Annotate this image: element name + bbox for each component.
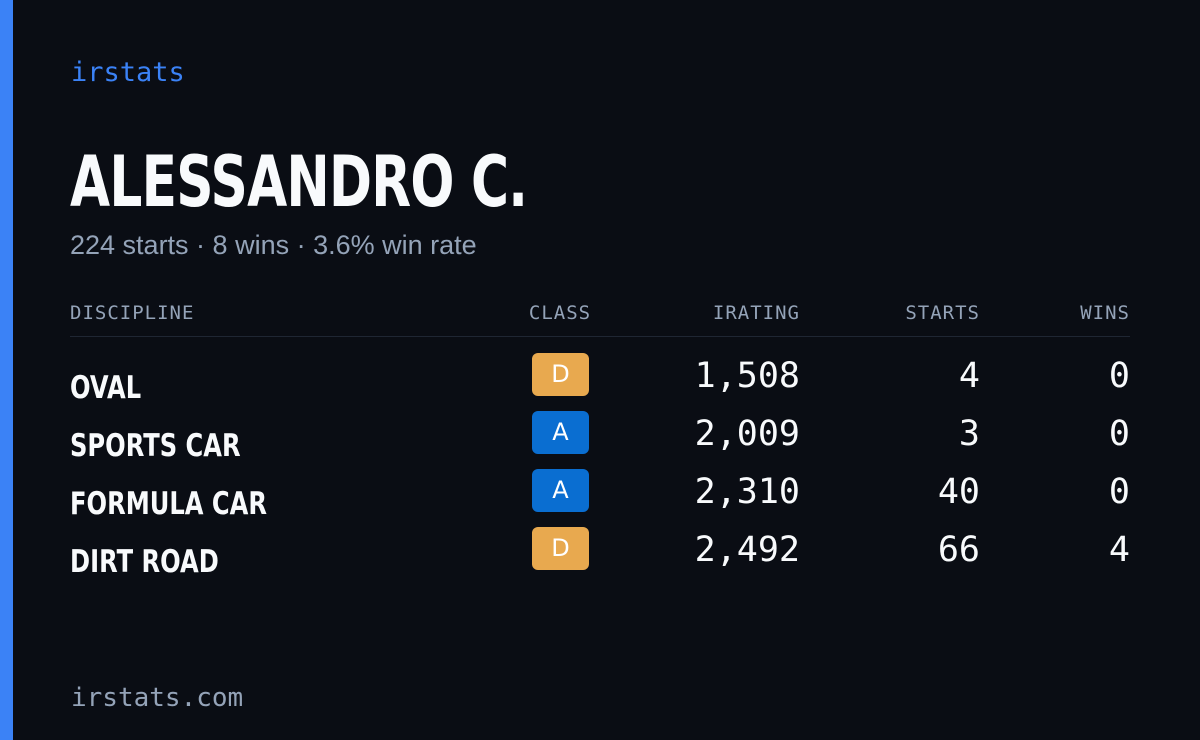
wins-value: 4 (1108, 530, 1130, 570)
class-badge: A (532, 411, 589, 454)
class-badge: A (532, 469, 589, 512)
table-row: OVAL D 1,508 4 0 (70, 353, 1130, 411)
irating-value: 2,492 (694, 530, 800, 570)
accent-bar (0, 0, 13, 740)
table-row: SPORTS CAR A 2,009 3 0 (70, 411, 1130, 469)
discipline-name: FORMULA CAR (70, 486, 268, 522)
starts-value: 66 (937, 530, 980, 570)
discipline-table: DISCIPLINE CLASS IRATING STARTS WINS OVA… (70, 296, 1130, 585)
driver-summary: 224 starts · 8 wins · 3.6% win rate (70, 230, 477, 260)
class-badge: D (532, 353, 589, 396)
irating-value: 2,310 (694, 472, 800, 512)
wins-value: 0 (1108, 472, 1130, 512)
irating-value: 2,009 (694, 414, 800, 454)
brand-logo-text: irstats (71, 57, 185, 88)
header-starts: STARTS (905, 302, 980, 324)
table-row: DIRT ROAD D 2,492 66 4 (70, 527, 1130, 585)
class-badge: D (532, 527, 589, 570)
wins-value: 0 (1108, 356, 1130, 396)
starts-value: 4 (958, 356, 980, 396)
header-class: CLASS (528, 302, 592, 324)
header-discipline: DISCIPLINE (70, 302, 195, 324)
footer-url: irstats.com (71, 683, 244, 713)
irating-value: 1,508 (694, 356, 800, 396)
discipline-name: DIRT ROAD (70, 544, 219, 580)
header-wins: WINS (1080, 302, 1130, 324)
driver-name: ALESSANDRO C. (70, 141, 528, 223)
table-row: FORMULA CAR A 2,310 40 0 (70, 469, 1130, 527)
header-irating: IRATING (712, 302, 800, 324)
starts-value: 40 (937, 472, 980, 512)
table-header: DISCIPLINE CLASS IRATING STARTS WINS (70, 296, 1130, 337)
table-body: OVAL D 1,508 4 0 SPORTS CAR A 2,009 3 0 … (70, 353, 1130, 585)
starts-value: 3 (958, 414, 980, 454)
discipline-name: SPORTS CAR (70, 428, 241, 464)
discipline-name: OVAL (70, 370, 142, 406)
wins-value: 0 (1108, 414, 1130, 454)
